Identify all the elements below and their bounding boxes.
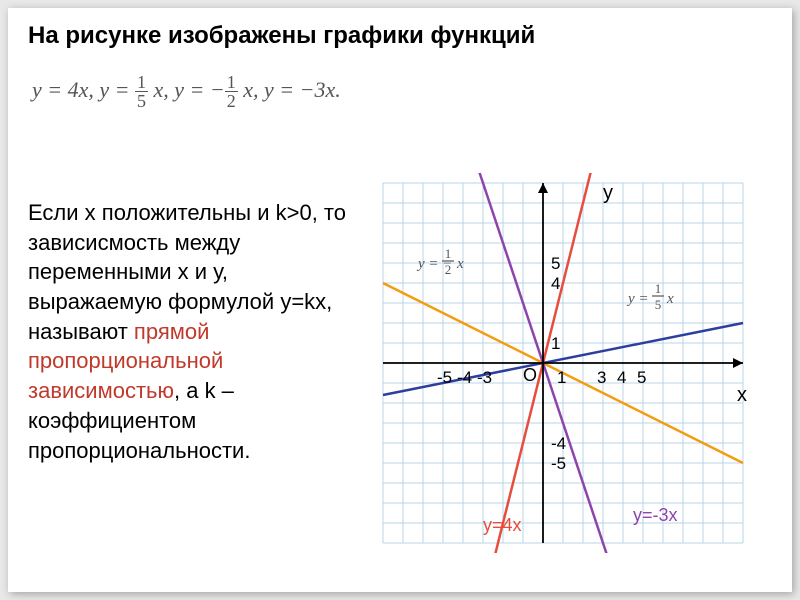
eq: = − [184, 77, 225, 102]
formula-text: y = 4x, y = 15 x, y = −12 x, y = −3x. [32, 77, 341, 102]
svg-text:5: 5 [637, 368, 646, 387]
svg-text:3: 3 [597, 368, 606, 387]
numerator: 1 [135, 73, 148, 92]
numerator: 1 [225, 73, 238, 92]
svg-text:у=4х: у=4х [483, 515, 522, 535]
var-y: y [174, 77, 184, 102]
svg-text:О: О [523, 365, 537, 385]
formula-row: y = 4x, y = 15 x, y = −12 x, y = −3x. [32, 73, 341, 110]
var-y: y [32, 77, 42, 102]
svg-text:1: 1 [445, 246, 452, 261]
svg-text:1: 1 [551, 334, 560, 353]
svg-text:1: 1 [557, 368, 566, 387]
svg-text:у=-3х: у=-3х [633, 505, 678, 525]
svg-text:х: х [737, 384, 747, 406]
svg-text:4: 4 [617, 368, 626, 387]
svg-text:-4: -4 [457, 368, 472, 387]
slide-title: На рисунке изображены графики функций [28, 22, 535, 50]
denominator: 2 [225, 92, 238, 110]
fraction: 12 [225, 73, 238, 110]
var-y: y [264, 77, 274, 102]
eq: = [109, 77, 135, 102]
chart-area: хуО-5-4-31345541-4-5у=4ху=-3хy = −12xy =… [363, 173, 763, 553]
svg-text:5: 5 [551, 254, 560, 273]
eq: = [42, 77, 68, 102]
fraction: 15 [135, 73, 148, 110]
svg-text:-4: -4 [551, 434, 566, 453]
term4: = −3x. [274, 77, 341, 102]
svg-text:x: x [456, 256, 464, 272]
svg-text:x: x [666, 291, 674, 307]
chart-svg: хуО-5-4-31345541-4-5у=4ху=-3хy = −12xy =… [363, 173, 763, 553]
term1: 4x, [68, 77, 100, 102]
svg-text:-5: -5 [437, 368, 452, 387]
svg-text:5: 5 [655, 297, 662, 312]
svg-text:2: 2 [445, 262, 452, 277]
denominator: 5 [135, 92, 148, 110]
term3: x, [243, 77, 264, 102]
term2: x, [154, 77, 175, 102]
svg-text:у: у [603, 182, 613, 204]
body-paragraph: Если х положительны и k>0, то зависисмос… [28, 198, 348, 465]
svg-text:y =: y = [626, 291, 649, 307]
var-y: y [99, 77, 109, 102]
svg-text:1: 1 [655, 281, 662, 296]
svg-text:4: 4 [551, 274, 560, 293]
svg-text:-5: -5 [551, 454, 566, 473]
slide: На рисунке изображены графики функций y … [8, 8, 792, 592]
svg-text:-3: -3 [477, 368, 492, 387]
